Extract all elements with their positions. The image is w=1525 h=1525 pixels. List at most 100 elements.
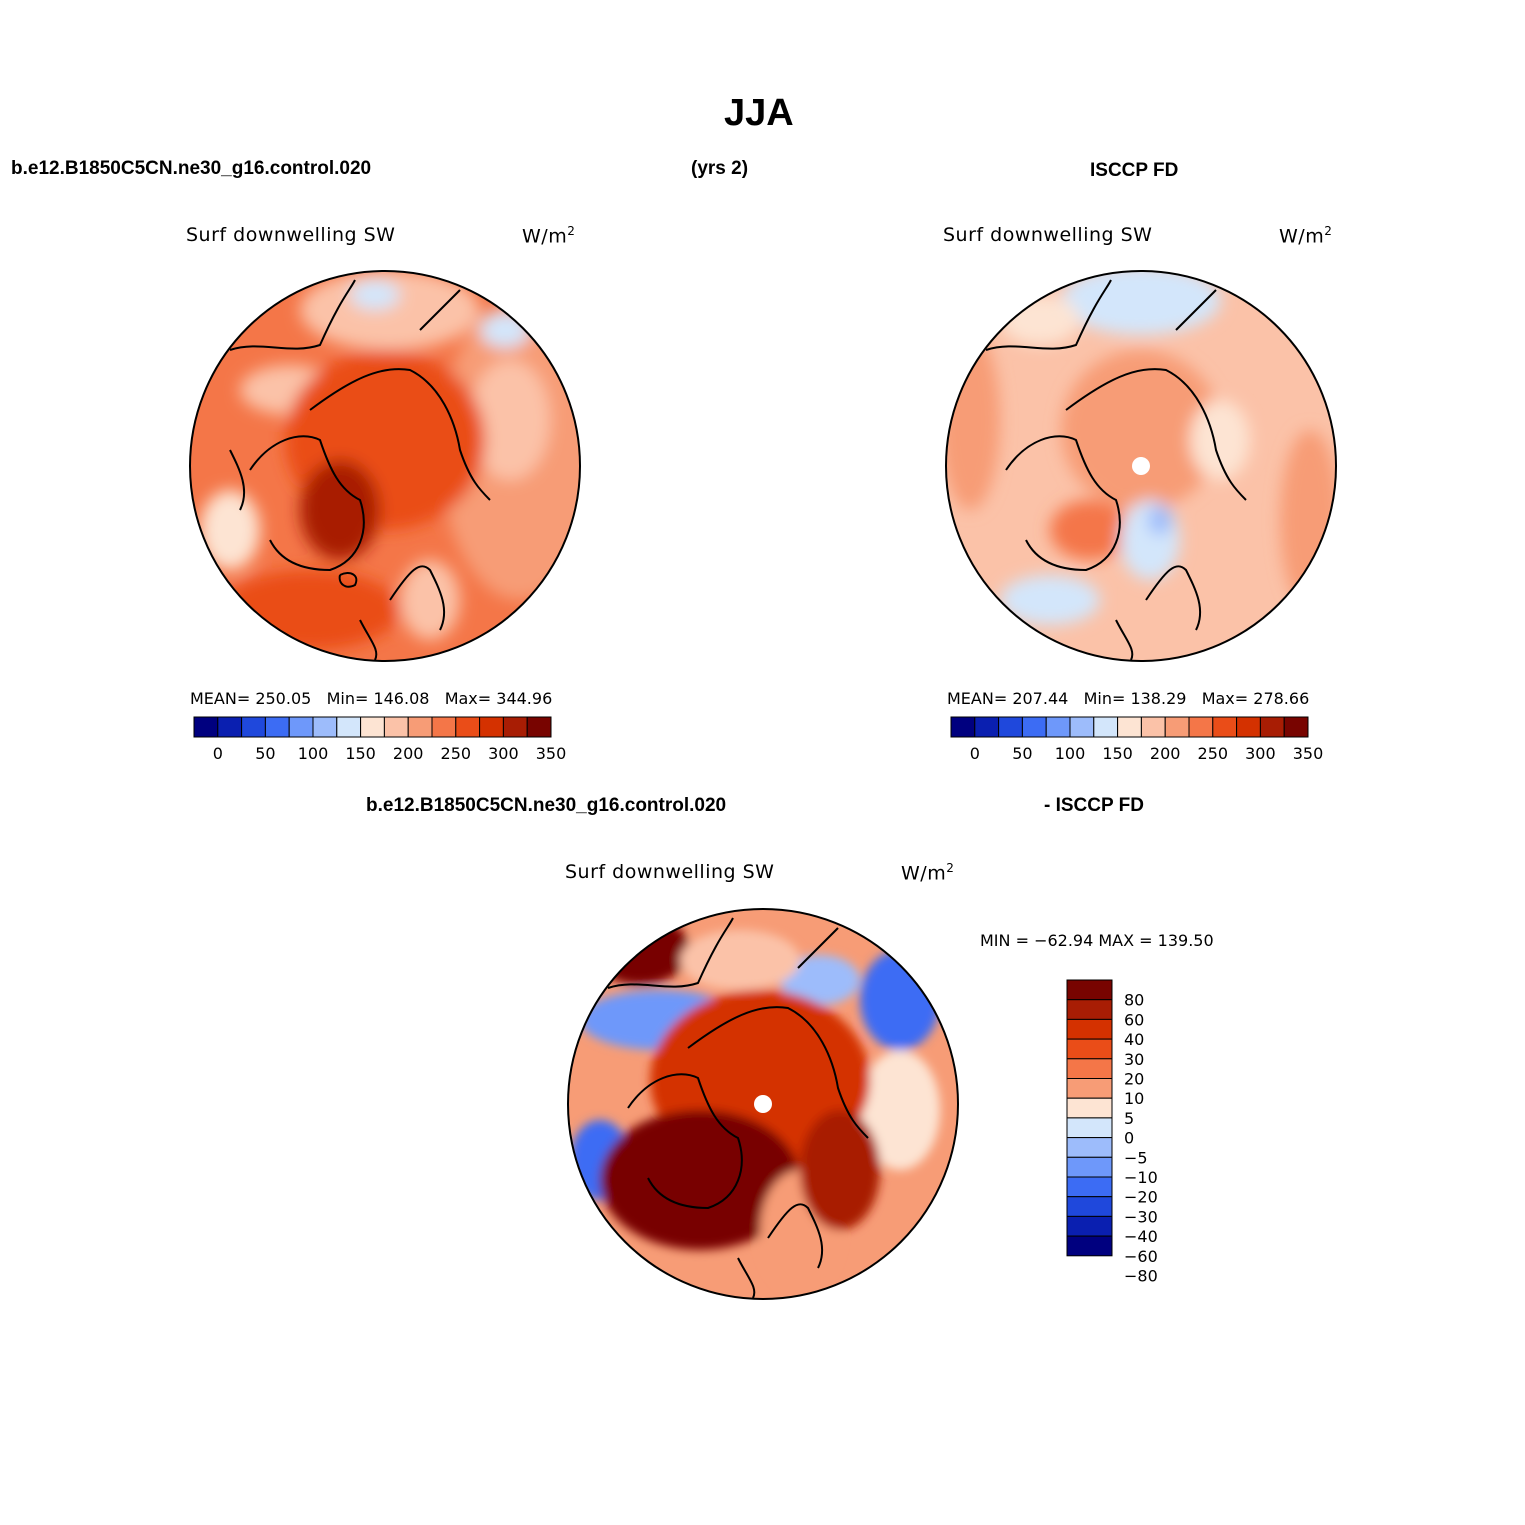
colorbar-swatch (288, 716, 314, 738)
colorbar-tick-label: 300 (488, 744, 519, 763)
colorbar-tick-label: −60 (1124, 1247, 1158, 1266)
colorbar-tick-label: 350 (1293, 744, 1324, 763)
colorbar-swatch (1066, 979, 1113, 1001)
colorbar-swatch (1066, 1097, 1113, 1119)
model-map-border (189, 270, 581, 662)
colorbar-swatch (455, 716, 481, 738)
model-coastlines (229, 279, 491, 661)
colorbar-tick-label: 0 (1124, 1129, 1134, 1148)
colorbar-swatch (1117, 716, 1142, 738)
model-polar-map (190, 271, 580, 661)
diff-case-name: b.e12.B1850C5CN.ne30_g16.control.020 (366, 795, 727, 816)
diff-stats: MIN = −62.94 MAX = 139.50 (980, 931, 1214, 950)
colorbar-tick-label: 200 (393, 744, 424, 763)
colorbar-swatch (1212, 716, 1238, 738)
colorbar-tick-label: −40 (1124, 1227, 1158, 1246)
colorbar-swatch (1066, 1215, 1113, 1237)
colorbar-tick-label: 10 (1124, 1089, 1144, 1108)
obs-pole-hole (1132, 457, 1150, 475)
model-colorbar: 0 50 100 150 200 250 300 350 (193, 716, 567, 763)
colorbar-swatch (1066, 1156, 1113, 1178)
figure-title: JJA (724, 92, 794, 134)
colorbar-tick-label: 30 (1124, 1050, 1144, 1069)
colorbar-swatch (360, 716, 385, 738)
colorbar-swatch (1045, 716, 1071, 738)
colorbar-swatch (1066, 1018, 1113, 1040)
colorbar-tick-label: 50 (255, 744, 275, 763)
colorbar-swatch (312, 716, 338, 738)
case-name: b.e12.B1850C5CN.ne30_g16.control.020 (11, 158, 372, 179)
colorbar-tick-label: 350 (536, 744, 567, 763)
colorbar-swatch (1066, 1078, 1113, 1099)
colorbar-swatch (193, 716, 219, 738)
diff-coastlines (607, 917, 869, 1299)
colorbar-swatch (1066, 1117, 1113, 1139)
colorbar-tick-label: 200 (1150, 744, 1181, 763)
colorbar-swatch (1164, 716, 1190, 738)
colorbar-tick-label: −30 (1124, 1207, 1158, 1226)
diff-obs-name: - ISCCP FD (1044, 795, 1144, 816)
colorbar-tick-label: 100 (298, 744, 329, 763)
colorbar-swatch (1093, 716, 1119, 738)
colorbar-swatch (526, 716, 552, 738)
obs-colorbar: 0 50 100 150 200 250 300 350 (950, 716, 1324, 763)
colorbar-swatch (1066, 1235, 1113, 1257)
colorbar-tick-label: 20 (1124, 1070, 1144, 1089)
colorbar-swatch (950, 716, 976, 738)
colorbar-tick-label: −80 (1124, 1267, 1158, 1286)
colorbar-swatch (336, 716, 362, 738)
obs-map-border (945, 270, 1337, 662)
colorbar-swatch (1021, 716, 1047, 738)
colorbar-swatch (383, 716, 409, 738)
diff-variable-label: Surf downwelling SW (565, 861, 775, 883)
obs-variable-label: Surf downwelling SW (943, 224, 1153, 246)
colorbar-tick-label: 80 (1124, 991, 1144, 1010)
colorbar-tick-label: −10 (1124, 1168, 1158, 1187)
model-stats: MEAN= 250.05 Min= 146.08 Max= 344.96 (190, 689, 553, 708)
colorbar-tick-label: −5 (1124, 1148, 1148, 1167)
colorbar-tick-label: 100 (1055, 744, 1086, 763)
colorbar-swatch (1069, 716, 1095, 738)
colorbar-swatch (1066, 1038, 1113, 1060)
obs-coastlines (985, 279, 1247, 661)
model-units: W/m (522, 225, 568, 248)
colorbar-swatch (1259, 716, 1285, 738)
colorbar-swatch (1236, 716, 1261, 738)
colorbar-swatch (502, 716, 528, 738)
colorbar-swatch (241, 716, 266, 738)
colorbar-swatch (1140, 716, 1166, 738)
obs-name: ISCCP FD (1090, 160, 1179, 181)
colorbar-swatch (217, 716, 243, 738)
colorbar-swatch (431, 716, 457, 738)
model-variable-label: Surf downwelling SW (186, 224, 396, 246)
colorbar-swatch (1283, 716, 1309, 738)
diff-units: W/m (901, 862, 947, 885)
colorbar-tick-label: 150 (1102, 744, 1133, 763)
model-units-label: W/m2 (522, 224, 575, 247)
obs-units: W/m (1279, 225, 1325, 248)
colorbar-tick-label: 0 (213, 744, 223, 763)
colorbar-swatch (1066, 1137, 1113, 1158)
colorbar-tick-label: 60 (1124, 1010, 1144, 1029)
diff-units-sup: 2 (946, 861, 955, 875)
colorbar-swatch (479, 716, 504, 738)
colorbar-tick-label: −20 (1124, 1188, 1158, 1207)
colorbar-tick-label: 250 (441, 744, 472, 763)
obs-stats: MEAN= 207.44 Min= 138.29 Max= 278.66 (947, 689, 1310, 708)
colorbar-swatch (1066, 1058, 1113, 1080)
colorbar-swatch (974, 716, 1000, 738)
colorbar-swatch (1066, 1176, 1113, 1198)
colorbar-tick-label: 150 (345, 744, 376, 763)
years-label: (yrs 2) (691, 158, 749, 179)
colorbar-swatch (1066, 1196, 1113, 1217)
obs-units-label: W/m2 (1279, 224, 1332, 247)
colorbar-tick-label: 5 (1124, 1109, 1134, 1128)
diff-pole-hole (754, 1095, 772, 1113)
colorbar-swatch (1188, 716, 1214, 738)
colorbar-swatch (407, 716, 433, 738)
colorbar-tick-label: 300 (1245, 744, 1276, 763)
colorbar-tick-label: 0 (970, 744, 980, 763)
colorbar-swatch (264, 716, 290, 738)
